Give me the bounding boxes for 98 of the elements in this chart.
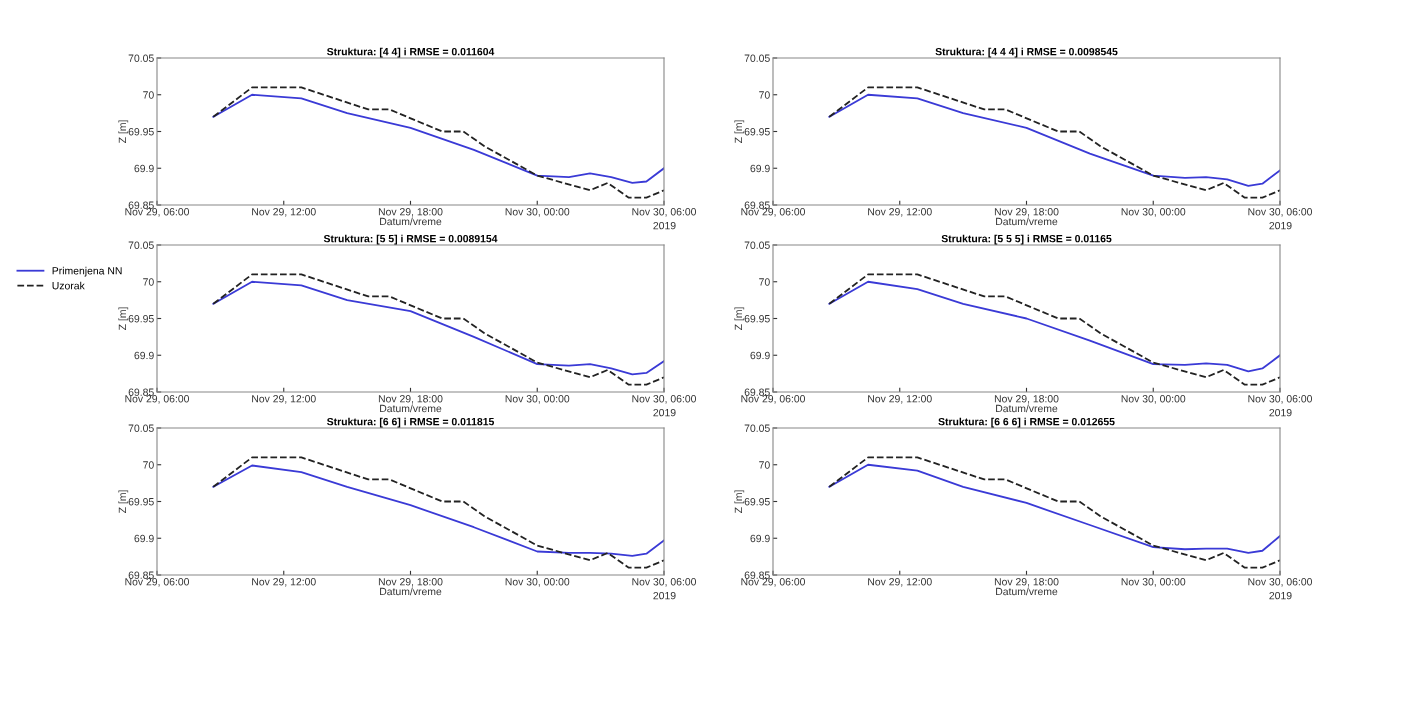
x-axis-title: Datum/vreme (996, 404, 1058, 413)
x-axis-title: Datum/vreme (380, 217, 442, 226)
y-tick-label: 69.85 (128, 571, 154, 579)
line-series (828, 86, 1280, 199)
x-tick-label: Nov 29, 18:00 (994, 208, 1059, 217)
x-tick-label: Nov 29, 18:00 (378, 208, 443, 217)
y-tick-label: 69.95 (128, 128, 154, 136)
x-tick-label: Nov 30, 00:00 (505, 208, 570, 217)
y-tick-label: 70.05 (128, 54, 154, 62)
text: 2019 (653, 221, 676, 230)
y-tick-label: 69.85 (744, 571, 770, 579)
line-series (212, 464, 664, 557)
y-tick-label: 70 (759, 278, 770, 286)
line-series (828, 280, 1280, 373)
line-series (828, 456, 1280, 569)
line-series (212, 93, 664, 184)
y-tick-label: 69.85 (128, 388, 154, 396)
x-tick-label: Nov 30, 06:00 (632, 208, 697, 217)
y-tick-label: 70.05 (744, 424, 770, 432)
y-tick-label: 69.95 (128, 315, 154, 323)
x-tick-label: Nov 30, 06:00 (1248, 395, 1313, 404)
y-tick-label: 69.9 (750, 164, 770, 173)
x-tick-label: Nov 30, 00:00 (505, 578, 570, 587)
x-tick-label: Nov 29, 12:00 (252, 395, 316, 404)
y-tick-label: 70 (143, 278, 154, 286)
x-tick-label: Nov 29, 06:00 (741, 395, 806, 404)
y-tick-label: 70 (143, 461, 154, 469)
x-axis-title: Datum/vreme (380, 404, 442, 413)
y-tick-label: 70 (759, 91, 770, 99)
x-tick-label: Nov 30, 06:00 (632, 395, 697, 404)
y-tick-label: 70.05 (128, 241, 154, 249)
line-series (212, 280, 664, 376)
line-series (212, 86, 664, 199)
x-tick-label: Nov 29, 18:00 (378, 578, 443, 587)
y-axis-title: Z [m] (734, 120, 745, 144)
y-tick-label: 69.9 (750, 534, 770, 543)
chart-title: Struktura: [5 5] i RMSE = 0.0089154 (323, 234, 498, 245)
text: 2019 (1269, 591, 1292, 600)
x-axis-title: Datum/vreme (380, 587, 442, 596)
line-series (828, 463, 1280, 554)
y-axis-title: Z [m] (118, 307, 129, 331)
y-tick-label: 69.85 (744, 388, 770, 396)
y-tick-label: 70 (143, 91, 154, 99)
y-axis-title: Z [m] (734, 307, 745, 331)
y-axis-title: Z [m] (118, 120, 129, 144)
y-tick-label: 69.95 (744, 128, 770, 136)
chart-title: Struktura: [6 6] i RMSE = 0.011815 (327, 417, 495, 428)
x-tick-label: Nov 29, 06:00 (741, 208, 806, 217)
y-tick-label: 69.9 (134, 351, 154, 360)
y-tick-label: 69.95 (744, 315, 770, 323)
x-tick-label: Nov 29, 06:00 (125, 395, 190, 404)
legend-label: Uzorak (52, 281, 85, 290)
x-axis-title: Datum/vreme (996, 587, 1058, 596)
y-tick-label: 70 (759, 461, 770, 469)
y-axis-title: Z [m] (734, 490, 745, 514)
x-tick-label: Nov 29, 18:00 (378, 395, 443, 404)
x-tick-label: Nov 29, 12:00 (252, 208, 316, 217)
chart-title: Struktura: [4 4 4] i RMSE = 0.0098545 (935, 47, 1118, 58)
line-series (212, 456, 664, 569)
x-axis-title: Datum/vreme (996, 217, 1058, 226)
text: 2019 (1269, 221, 1292, 230)
x-tick-label: Nov 30, 06:00 (632, 578, 697, 587)
x-tick-label: Nov 29, 06:00 (741, 578, 806, 587)
text: 2019 (653, 591, 676, 600)
x-tick-label: Nov 30, 06:00 (1248, 208, 1313, 217)
text: 2019 (1269, 408, 1292, 417)
y-tick-label: 70.05 (744, 241, 770, 249)
x-tick-label: Nov 29, 12:00 (252, 578, 316, 587)
x-tick-label: Nov 29, 06:00 (125, 578, 190, 587)
chart-title: Struktura: [6 6 6] i RMSE = 0.012655 (938, 417, 1115, 428)
x-tick-label: Nov 30, 06:00 (1248, 578, 1313, 587)
line-series (828, 93, 1280, 187)
legend-label: Primenjena NN (52, 266, 122, 277)
x-tick-label: Nov 29, 18:00 (994, 578, 1059, 587)
y-tick-label: 69.85 (744, 201, 770, 209)
y-tick-label: 69.85 (128, 201, 154, 209)
x-tick-label: Nov 30, 00:00 (505, 395, 570, 404)
x-tick-label: Nov 29, 12:00 (868, 578, 932, 587)
x-tick-label: Nov 29, 12:00 (868, 395, 932, 404)
y-axis-title: Z [m] (118, 490, 129, 514)
y-tick-label: 70.05 (744, 54, 770, 62)
chart-title: Struktura: [4 4] i RMSE = 0.011604 (327, 47, 495, 58)
y-tick-label: 69.9 (750, 351, 770, 360)
x-tick-label: Nov 30, 00:00 (1121, 395, 1186, 404)
text: 2019 (653, 408, 676, 417)
y-tick-label: 69.95 (744, 498, 770, 506)
x-tick-label: Nov 29, 06:00 (125, 208, 190, 217)
y-tick-label: 69.95 (128, 498, 154, 506)
x-tick-label: Nov 30, 00:00 (1121, 208, 1186, 217)
y-tick-label: 69.9 (134, 534, 154, 543)
y-tick-label: 69.9 (134, 164, 154, 173)
line-series (212, 273, 664, 386)
x-tick-label: Nov 29, 18:00 (994, 395, 1059, 404)
line-series (828, 273, 1280, 386)
x-tick-label: Nov 30, 00:00 (1121, 578, 1186, 587)
x-tick-label: Nov 29, 12:00 (868, 208, 932, 217)
chart-title: Struktura: [5 5 5] i RMSE = 0.01165 (941, 234, 1112, 245)
y-tick-label: 70.05 (128, 424, 154, 432)
